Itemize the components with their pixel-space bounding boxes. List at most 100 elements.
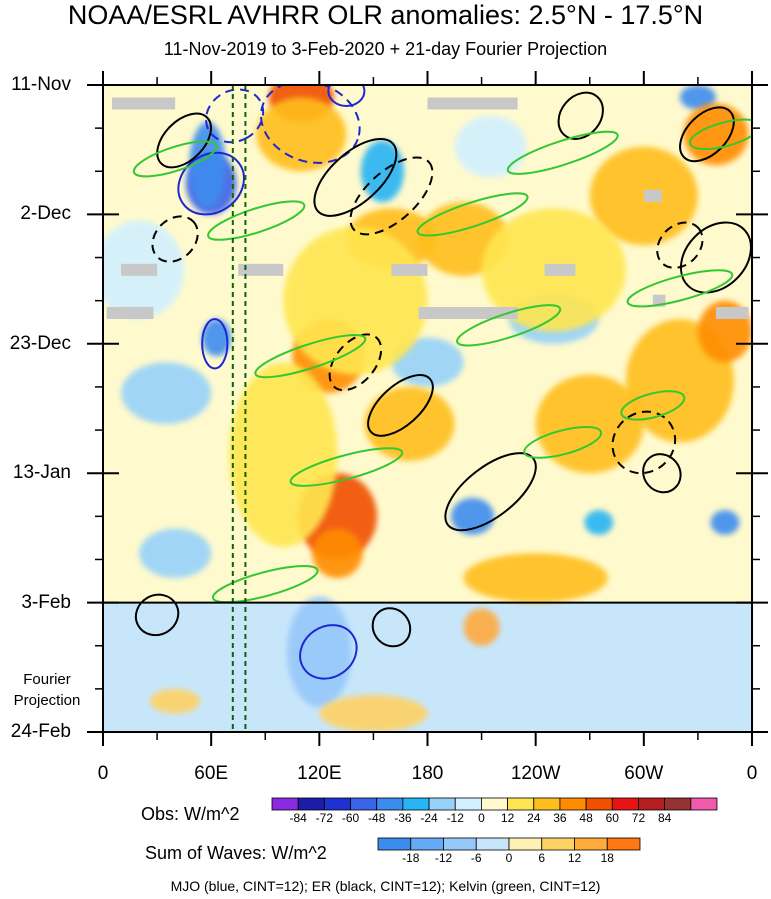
anomaly-blob — [391, 337, 464, 387]
colorbar-tick-label: 72 — [631, 811, 646, 825]
missing-data-segment — [106, 306, 154, 319]
colorbar-tick-label: 48 — [579, 811, 593, 825]
mjo-contour — [327, 85, 366, 107]
anomaly-blob — [679, 85, 716, 110]
colorbar-swatch — [507, 797, 535, 811]
colorbar-tick-label: -72 — [315, 811, 334, 825]
waves-colorbar-title: Sum of Waves: W/m^2 — [145, 843, 327, 863]
chart-title: NOAA/ESRL AVHRR OLR anomalies: 2.5°N - 1… — [67, 0, 704, 30]
colorbar-swatch — [454, 797, 482, 811]
er-contour — [328, 333, 383, 392]
colorbar-tick-label: 0 — [478, 811, 485, 825]
chart-subtitle: 11-Nov-2019 to 3-Feb-2020 + 21-day Fouri… — [163, 39, 608, 59]
colorbar-swatch — [690, 797, 718, 811]
colorbar-swatch — [475, 837, 510, 851]
x-tick-label: 60W — [624, 763, 664, 784]
colorbar-swatch — [611, 797, 639, 811]
er-contour — [349, 156, 434, 236]
colorbar-tick-label: 0 — [505, 851, 513, 865]
colorbar-swatch — [541, 837, 575, 851]
y-tick-label: 2-Dec — [20, 203, 71, 225]
x-tick-label: 120E — [297, 763, 342, 784]
projection-blob — [463, 608, 500, 646]
wave-contours — [132, 85, 752, 680]
er-contour — [156, 112, 212, 169]
missing-data-segment — [418, 306, 518, 319]
mjo-contour — [260, 85, 361, 164]
colorbar-swatch — [559, 797, 587, 811]
missing-data-segment — [238, 263, 284, 276]
anomaly-blob — [229, 362, 338, 548]
er-contour — [642, 453, 682, 494]
colorbar-swatch — [664, 797, 692, 811]
colorbar-swatch — [297, 797, 325, 811]
anomaly-blob — [535, 374, 644, 474]
colorbar-tick-label: -60 — [341, 811, 360, 825]
anomaly-field — [103, 85, 752, 732]
colorbar-swatch — [376, 797, 404, 811]
colorbar-swatch — [350, 797, 378, 811]
missing-data-segment — [544, 263, 576, 276]
missing-data-segment — [121, 263, 158, 276]
y-tick-label: 3-Feb — [21, 591, 71, 613]
mjo-contour — [177, 151, 245, 216]
mjo-contour — [201, 318, 229, 370]
colorbar-tick-label: 60 — [605, 811, 619, 825]
kelvin-contour — [523, 426, 603, 459]
anomaly-blob — [283, 226, 428, 375]
missing-data-segment — [643, 189, 662, 202]
colorbar-tick-label: -6 — [470, 851, 482, 865]
er-contour — [557, 91, 604, 140]
anomaly-blob — [683, 103, 749, 166]
missing-data-segment — [391, 263, 428, 276]
anomaly-blob — [139, 528, 212, 578]
colorbar-tick-label: -12 — [446, 811, 464, 825]
mjo-contour — [299, 624, 358, 680]
kelvin-contour — [620, 390, 686, 421]
missing-data-segment — [427, 97, 518, 110]
anomaly-blob — [312, 528, 363, 578]
colorbar-tick-label: -12 — [434, 851, 453, 865]
anomaly-blob — [454, 115, 527, 178]
colorbar-tick-label: -36 — [394, 811, 412, 825]
obs-colorbar-title: Obs: W/m^2 — [141, 804, 240, 824]
colorbar-swatch — [585, 797, 613, 811]
colorbar-tick-label: 24 — [527, 811, 541, 825]
colorbar-swatch — [508, 837, 543, 851]
colorbar-swatch — [410, 837, 444, 851]
colorbar-tick-label: -48 — [368, 811, 386, 825]
colorbar-swatch — [428, 797, 456, 811]
er-contour — [611, 410, 677, 475]
mjo-contour — [205, 88, 265, 144]
colorbar-tick-label: -24 — [420, 811, 438, 825]
anomaly-blob — [189, 121, 226, 209]
anomaly-blob — [710, 510, 740, 535]
colorbar-swatch — [638, 797, 666, 811]
colorbar-tick-label: -84 — [289, 811, 307, 825]
missing-data-segment — [715, 306, 749, 319]
projection-background — [103, 602, 752, 732]
kelvin-contour — [207, 200, 306, 241]
colorbar-swatch — [271, 797, 299, 811]
colorbar-swatch — [402, 797, 430, 811]
er-contour — [151, 215, 199, 263]
y-tick-label: 24-Feb — [10, 721, 71, 742]
anomaly-blob — [256, 97, 347, 172]
kelvin-contour — [506, 130, 619, 175]
er-contour — [679, 221, 752, 294]
fourier-projection-label: Fourier Projection — [13, 671, 81, 709]
x-tick-label: 60E — [194, 763, 229, 784]
x-tick-label: 0 — [97, 763, 109, 784]
y-tick-label: 23-Dec — [9, 332, 71, 354]
er-contour — [371, 607, 412, 648]
colorbar-swatch — [481, 797, 508, 811]
kelvin-contour — [289, 447, 404, 487]
colorbar-swatch — [606, 837, 641, 851]
colorbar-swatch — [533, 797, 561, 811]
anomaly-blob — [584, 510, 614, 535]
colorbar-tick-label: 12 — [567, 851, 582, 865]
kelvin-contour — [456, 304, 562, 347]
x-tick-label: 120W — [510, 763, 561, 784]
missing-data-segment — [112, 97, 176, 110]
